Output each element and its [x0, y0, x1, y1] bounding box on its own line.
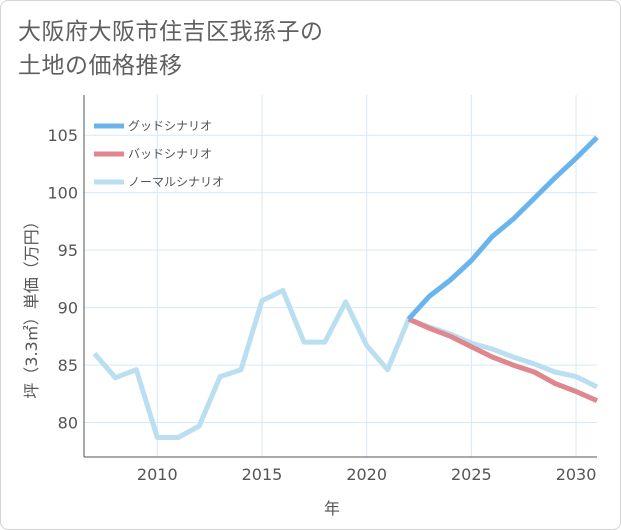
- chart-title-line-1: 大阪府大阪市住吉区我孫子の: [18, 19, 324, 45]
- y-tick-label: 85: [58, 356, 78, 375]
- chart-title: 大阪府大阪市住吉区我孫子の 土地の価格推移: [18, 15, 438, 83]
- x-tick-label: 2010: [137, 465, 178, 484]
- y-tick-label: 90: [58, 299, 78, 318]
- y-tick-label: 105: [47, 126, 78, 145]
- x-tick-label: 2015: [242, 465, 283, 484]
- x-tick-label: 2020: [346, 465, 387, 484]
- legend-label: ノーマルシナリオ: [128, 175, 224, 189]
- axes: [83, 95, 597, 458]
- y-axis-label: 坪（3.3㎡）単価（万円）: [22, 213, 41, 398]
- x-tick-label: 2030: [556, 465, 597, 484]
- series-line-1: [406, 135, 599, 321]
- grid: [84, 95, 597, 457]
- x-tick-label: 2025: [451, 465, 492, 484]
- tick-labels: 2010 2015 2020 2025 2030 80 85 90 95 100 105: [47, 126, 596, 484]
- series-line-2: [407, 316, 599, 403]
- series-lines: [92, 135, 599, 440]
- legend-label: バッドシナリオ: [128, 147, 212, 161]
- chart-title-line-2: 土地の価格推移: [18, 53, 183, 79]
- y-tick-label: 95: [58, 241, 78, 260]
- series-line-3: [92, 287, 599, 440]
- y-tick-label: 80: [58, 414, 78, 433]
- y-tick-label: 100: [47, 184, 78, 203]
- legend-label: グッドシナリオ: [128, 119, 212, 133]
- x-axis-label: 年: [324, 499, 340, 518]
